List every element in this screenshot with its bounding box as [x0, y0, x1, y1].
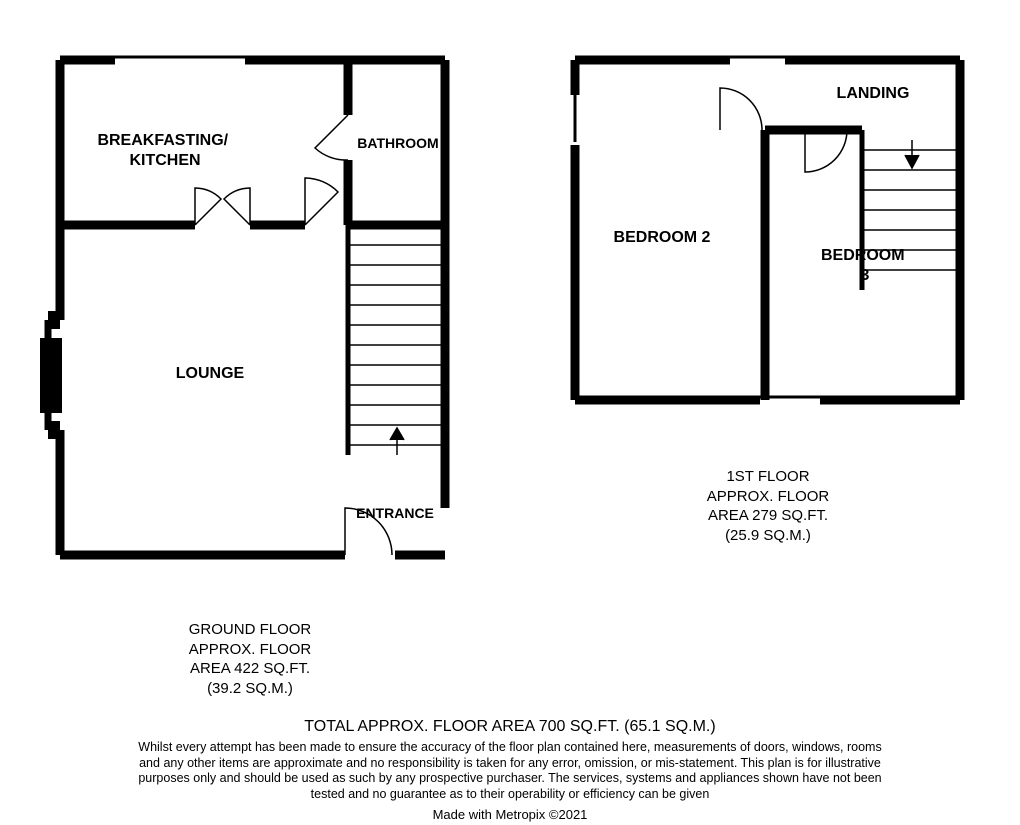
ground-floor-info: GROUND FLOOR APPROX. FLOOR AREA 422 SQ.F…: [140, 620, 360, 698]
bedroom3-label: BEDROOM 3: [821, 247, 909, 284]
kitchen-label: BREAKFASTING/ KITCHEN: [97, 132, 232, 169]
bedroom2-label: BEDROOM 2: [614, 229, 711, 246]
disclaimer-text: Whilst every attempt has been made to en…: [130, 740, 890, 803]
landing-label: LANDING: [837, 85, 910, 102]
first-floor-info: 1ST FLOOR APPROX. FLOOR AREA 279 SQ.FT. …: [658, 467, 878, 545]
entrance-label: ENTRANCE: [356, 505, 434, 521]
ground-floor-plan: BREAKFASTING/ KITCHEN BATHROOM LOUNGE EN…: [0, 0, 1020, 825]
lounge-label: LOUNGE: [176, 365, 245, 382]
credit-text: Made with Metropix ©2021: [0, 807, 1020, 822]
bathroom-label: BATHROOM: [357, 135, 438, 151]
total-area: TOTAL APPROX. FLOOR AREA 700 SQ.FT. (65.…: [0, 718, 1020, 736]
